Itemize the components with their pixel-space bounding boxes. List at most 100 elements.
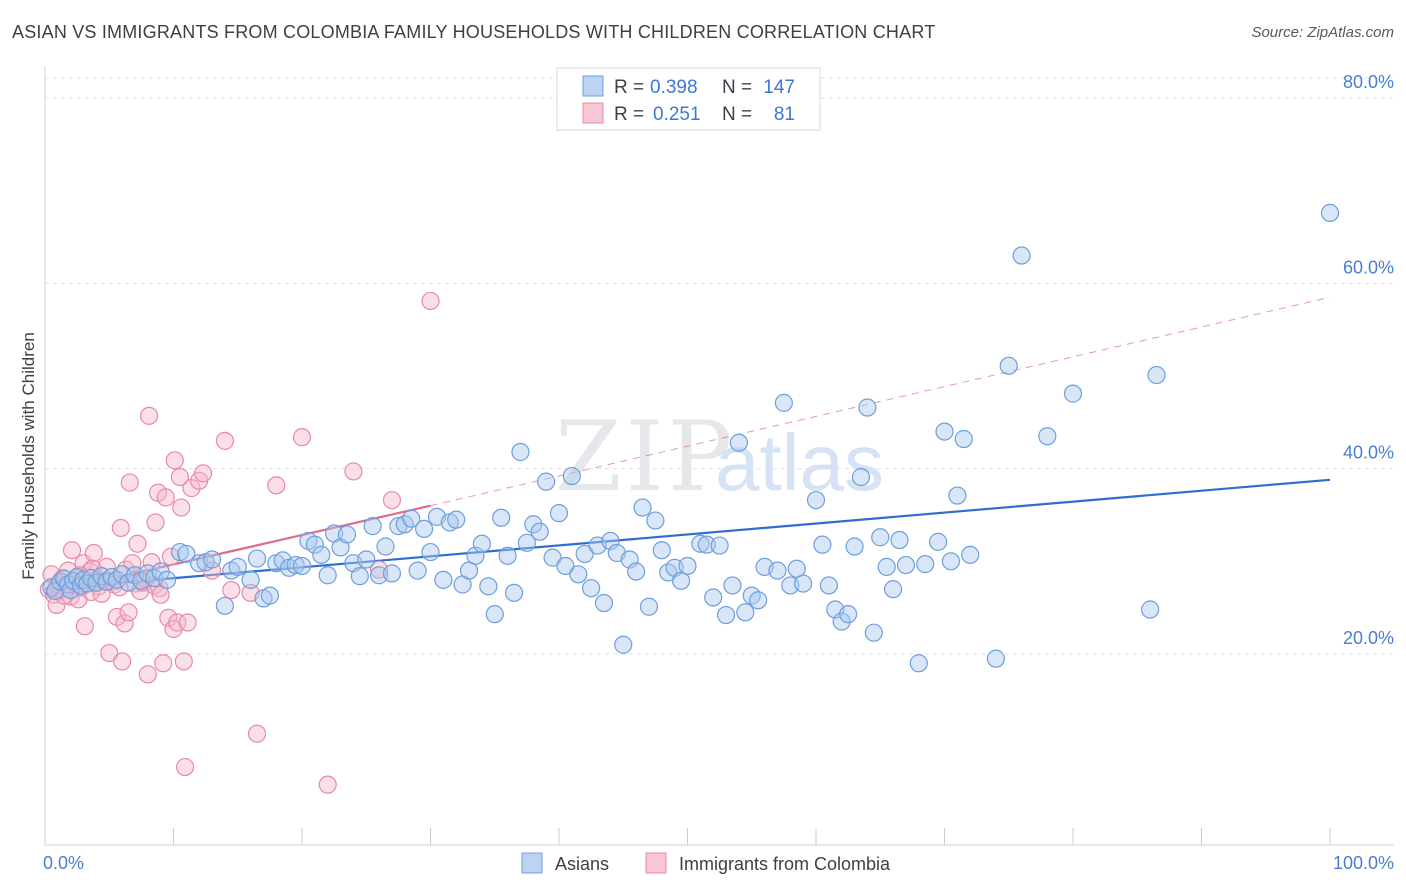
asian-point-79	[537, 472, 556, 491]
colombia-trend-extension	[430, 296, 1331, 507]
legend-r-value-asians: 0.398	[650, 77, 698, 98]
asian-point-96	[646, 511, 665, 530]
asian-point-83	[562, 466, 581, 486]
asian-point-80	[543, 548, 562, 567]
asian-point-29	[202, 550, 222, 569]
asian-point-91	[614, 635, 633, 654]
asian-point-138	[948, 486, 967, 505]
y-tick-label-20: 20.0%	[1343, 628, 1394, 648]
asian-point-101	[678, 556, 697, 576]
asian-point-102	[691, 534, 710, 553]
asian-point-63	[434, 570, 453, 589]
asian-point-41	[292, 556, 312, 576]
asian-point-119	[813, 535, 832, 554]
colombia-point-63	[182, 479, 201, 498]
asian-point-123	[839, 605, 858, 624]
legend-swatch-asians	[582, 75, 604, 97]
axis-layer	[44, 66, 1394, 846]
colombia-point-57	[168, 613, 187, 632]
asian-point-72	[492, 508, 511, 527]
bottom-legend-label-colombia: Immigrants from Colombia	[679, 854, 891, 874]
asian-point-111	[749, 591, 768, 610]
colombia-point-61	[175, 757, 195, 777]
asian-point-30	[215, 596, 234, 615]
legend-n-label-colombia: N =	[722, 104, 752, 125]
legend-n-label-asians: N =	[722, 77, 752, 98]
asian-trend-line	[44, 478, 1331, 591]
x-tick-marks	[44, 828, 1331, 845]
asian-point-33	[241, 570, 260, 589]
asian-point-128	[871, 528, 890, 547]
asian-point-114	[774, 393, 793, 412]
x-tick-label-max: 100.0%	[1333, 853, 1394, 873]
colombia-point-70	[247, 724, 267, 743]
asian-point-26	[177, 544, 196, 564]
asian-point-16	[107, 570, 127, 589]
asian-point-52	[363, 517, 382, 536]
asian-point-106	[716, 605, 736, 625]
asian-point-143	[1012, 246, 1031, 265]
top-legend: R = 0.398 N = 147 R = 0.251 N = 81	[556, 67, 821, 131]
legend-n-value-colombia: 81	[774, 104, 795, 125]
asian-point-139	[954, 429, 973, 449]
colombia-point-56	[165, 451, 184, 470]
colombia-point-43	[138, 665, 157, 684]
asian-point-36	[260, 586, 279, 605]
asian-point-70	[479, 577, 498, 596]
colombia-point-16	[75, 617, 94, 636]
y-axis-label: Family Households with Children	[19, 332, 38, 580]
colombia-point-76	[382, 491, 402, 510]
y-tick-label-40: 40.0%	[1343, 443, 1394, 463]
asian-point-32	[228, 557, 247, 576]
asian-point-61	[421, 542, 440, 562]
asian-point-59	[408, 561, 427, 580]
asian-point-76	[517, 533, 536, 552]
asian-point-97	[652, 541, 671, 560]
legend-n-value-asians: 147	[763, 77, 795, 98]
asian-point-73	[498, 546, 517, 565]
asian-point-133	[909, 654, 928, 673]
colombia-point-71	[267, 476, 286, 495]
colombia-point-73	[318, 775, 337, 794]
asian-point-117	[794, 574, 813, 593]
asian-point-74	[504, 583, 524, 602]
colombia-point-44	[139, 406, 159, 425]
asian-point-130	[883, 580, 903, 599]
colombia-point-35	[119, 603, 138, 622]
asian-point-124	[845, 537, 864, 556]
y-tick-label-80: 80.0%	[1343, 72, 1394, 92]
colombia-point-67	[215, 431, 234, 450]
asian-point-55	[382, 564, 402, 583]
asian-point-58	[402, 509, 421, 528]
asian-point-45	[318, 566, 337, 585]
asian-point-122	[832, 612, 851, 631]
colombia-point-51	[154, 654, 173, 673]
colombia-point-74	[344, 462, 363, 481]
asian-point-40	[286, 555, 305, 575]
asian-point-148	[1320, 203, 1340, 223]
bottom-legend-label-asians: Asians	[555, 854, 609, 874]
chart-title: ASIAN VS IMMIGRANTS FROM COLOMBIA FAMILY…	[12, 22, 936, 42]
asian-point-127	[864, 623, 883, 642]
asian-point-136	[935, 422, 954, 441]
colombia-point-72	[292, 428, 312, 447]
colombia-point-31	[111, 518, 130, 538]
asian-point-118	[806, 491, 826, 510]
asian-point-82	[556, 556, 575, 576]
asian-point-43	[305, 535, 324, 554]
colombia-point-59	[172, 498, 191, 517]
asian-point-93	[626, 562, 646, 581]
colombia-point-20	[84, 543, 103, 563]
asian-point-50	[350, 567, 369, 586]
colombia-point-26	[100, 643, 119, 663]
series-asian-points	[42, 203, 1340, 673]
bottom-legend-swatch-colombia	[645, 852, 667, 874]
asian-point-54	[376, 537, 395, 556]
asian-point-107	[723, 576, 742, 595]
legend-swatch-colombia	[582, 102, 604, 124]
asian-point-88	[594, 593, 614, 613]
colombia-point-3	[47, 595, 66, 614]
colombia-point-32	[112, 652, 132, 671]
asian-point-145	[1063, 384, 1083, 403]
